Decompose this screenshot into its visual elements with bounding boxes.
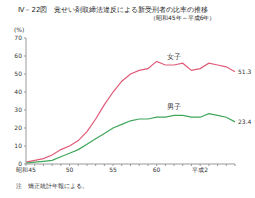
html-text:注 矯正統計年報による。: 注 矯正統計年報による。	[16, 182, 88, 189]
svg-text:男子: 男子	[167, 103, 181, 111]
svg-text:平成2: 平成2	[192, 166, 208, 173]
svg-text:50: 50	[14, 70, 22, 77]
svg-text:40: 40	[14, 88, 22, 95]
svg-text:50: 50	[66, 166, 74, 173]
svg-text:10: 10	[14, 142, 22, 149]
svg-text:昭和45: 昭和45	[16, 166, 36, 173]
svg-text:51.3: 51.3	[238, 68, 247, 75]
svg-text:70: 70	[14, 34, 22, 41]
svg-text:30: 30	[14, 106, 22, 113]
svg-text:23.4: 23.4	[238, 118, 247, 125]
svg-text:20: 20	[14, 124, 22, 131]
svg-text:60: 60	[153, 166, 161, 173]
svg-text:女子: 女子	[167, 53, 181, 61]
svg-text:60: 60	[14, 52, 22, 59]
html-text:Ⅳ－22図 覚せい剤取締法違反による新受刑者の比率の推移: Ⅳ－22図 覚せい剤取締法違反による新受刑者の比率の推移	[18, 6, 209, 14]
svg-text:0: 0	[18, 160, 22, 167]
svg-text:55: 55	[109, 166, 117, 173]
html-text:（昭和45年～平成6年）: （昭和45年～平成6年）	[150, 14, 216, 21]
